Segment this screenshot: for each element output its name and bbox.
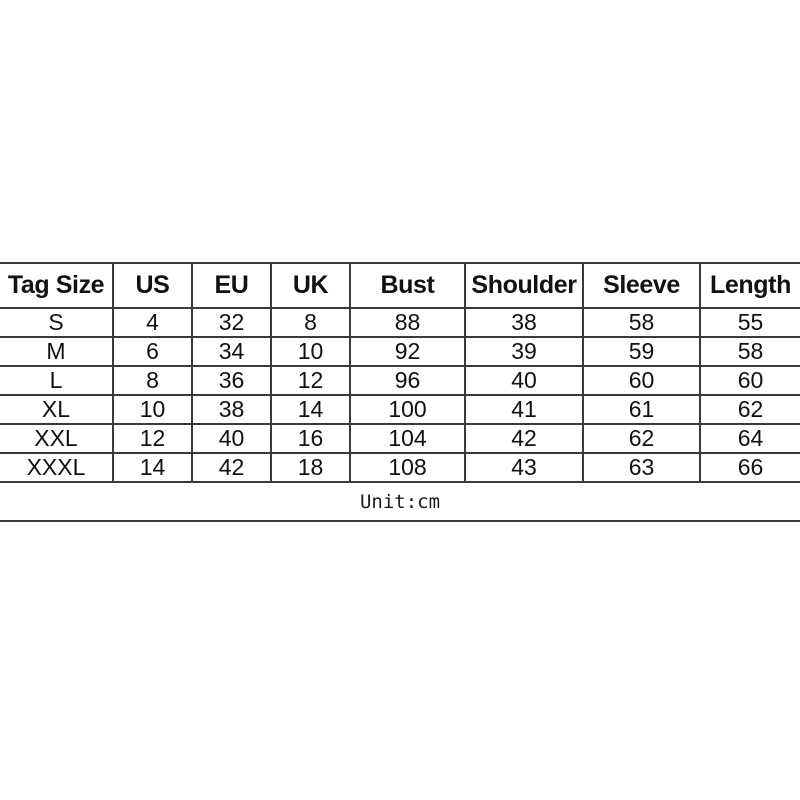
cell-length: 64 [699, 423, 800, 454]
cell-us: 12 [112, 423, 192, 454]
cell-sleeve: 60 [582, 365, 700, 396]
cell-sleeve: 62 [582, 423, 700, 454]
cell-length: 66 [699, 452, 800, 483]
cell-tag-size: XL [0, 394, 113, 425]
table-footer: Unit:cm [0, 481, 800, 522]
cell-eu: 40 [191, 423, 271, 454]
table-header: Tag Size US EU UK Bust Shoulder Sleeve L… [0, 262, 800, 309]
cell-us: 10 [112, 394, 192, 425]
cell-eu: 34 [191, 336, 271, 367]
table-row: L 8 36 12 96 40 60 60 [0, 365, 800, 396]
cell-bust: 108 [349, 452, 465, 483]
cell-us: 4 [112, 307, 192, 338]
cell-length: 55 [699, 307, 800, 338]
cell-length: 62 [699, 394, 800, 425]
cell-bust: 100 [349, 394, 465, 425]
cell-eu: 36 [191, 365, 271, 396]
cell-shoulder: 42 [464, 423, 583, 454]
cell-us: 8 [112, 365, 192, 396]
cell-bust: 104 [349, 423, 465, 454]
column-header-eu: EU [191, 262, 271, 309]
cell-uk: 18 [270, 452, 350, 483]
cell-us: 14 [112, 452, 192, 483]
column-header-bust: Bust [349, 262, 465, 309]
table-row: M 6 34 10 92 39 59 58 [0, 336, 800, 367]
column-header-shoulder: Shoulder [464, 262, 583, 309]
cell-tag-size: S [0, 307, 113, 338]
cell-eu: 32 [191, 307, 271, 338]
column-header-length: Length [699, 262, 800, 309]
cell-us: 6 [112, 336, 192, 367]
column-header-sleeve: Sleeve [582, 262, 700, 309]
cell-shoulder: 38 [464, 307, 583, 338]
unit-row: Unit:cm [0, 481, 800, 522]
cell-uk: 10 [270, 336, 350, 367]
cell-uk: 16 [270, 423, 350, 454]
size-chart-container: Tag Size US EU UK Bust Shoulder Sleeve L… [0, 262, 800, 522]
table-body: S 4 32 8 88 38 58 55 M 6 34 10 92 39 59 [0, 307, 800, 483]
cell-sleeve: 63 [582, 452, 700, 483]
column-header-uk: UK [270, 262, 350, 309]
cell-bust: 88 [349, 307, 465, 338]
cell-bust: 96 [349, 365, 465, 396]
cell-tag-size: M [0, 336, 113, 367]
cell-shoulder: 41 [464, 394, 583, 425]
cell-shoulder: 39 [464, 336, 583, 367]
header-row: Tag Size US EU UK Bust Shoulder Sleeve L… [0, 262, 800, 309]
cell-eu: 42 [191, 452, 271, 483]
cell-shoulder: 40 [464, 365, 583, 396]
cell-eu: 38 [191, 394, 271, 425]
cell-uk: 8 [270, 307, 350, 338]
table-row: XL 10 38 14 100 41 61 62 [0, 394, 800, 425]
cell-tag-size: XXXL [0, 452, 113, 483]
cell-sleeve: 58 [582, 307, 700, 338]
cell-sleeve: 59 [582, 336, 700, 367]
cell-tag-size: XXL [0, 423, 113, 454]
cell-length: 60 [699, 365, 800, 396]
cell-shoulder: 43 [464, 452, 583, 483]
cell-uk: 12 [270, 365, 350, 396]
size-chart-table: Tag Size US EU UK Bust Shoulder Sleeve L… [0, 262, 800, 522]
unit-note: Unit:cm [0, 481, 800, 522]
cell-bust: 92 [349, 336, 465, 367]
column-header-tag-size: Tag Size [0, 262, 113, 309]
cell-uk: 14 [270, 394, 350, 425]
cell-tag-size: L [0, 365, 113, 396]
table-row: S 4 32 8 88 38 58 55 [0, 307, 800, 338]
cell-sleeve: 61 [582, 394, 700, 425]
table-row: XXXL 14 42 18 108 43 63 66 [0, 452, 800, 483]
column-header-us: US [112, 262, 192, 309]
cell-length: 58 [699, 336, 800, 367]
table-row: XXL 12 40 16 104 42 62 64 [0, 423, 800, 454]
